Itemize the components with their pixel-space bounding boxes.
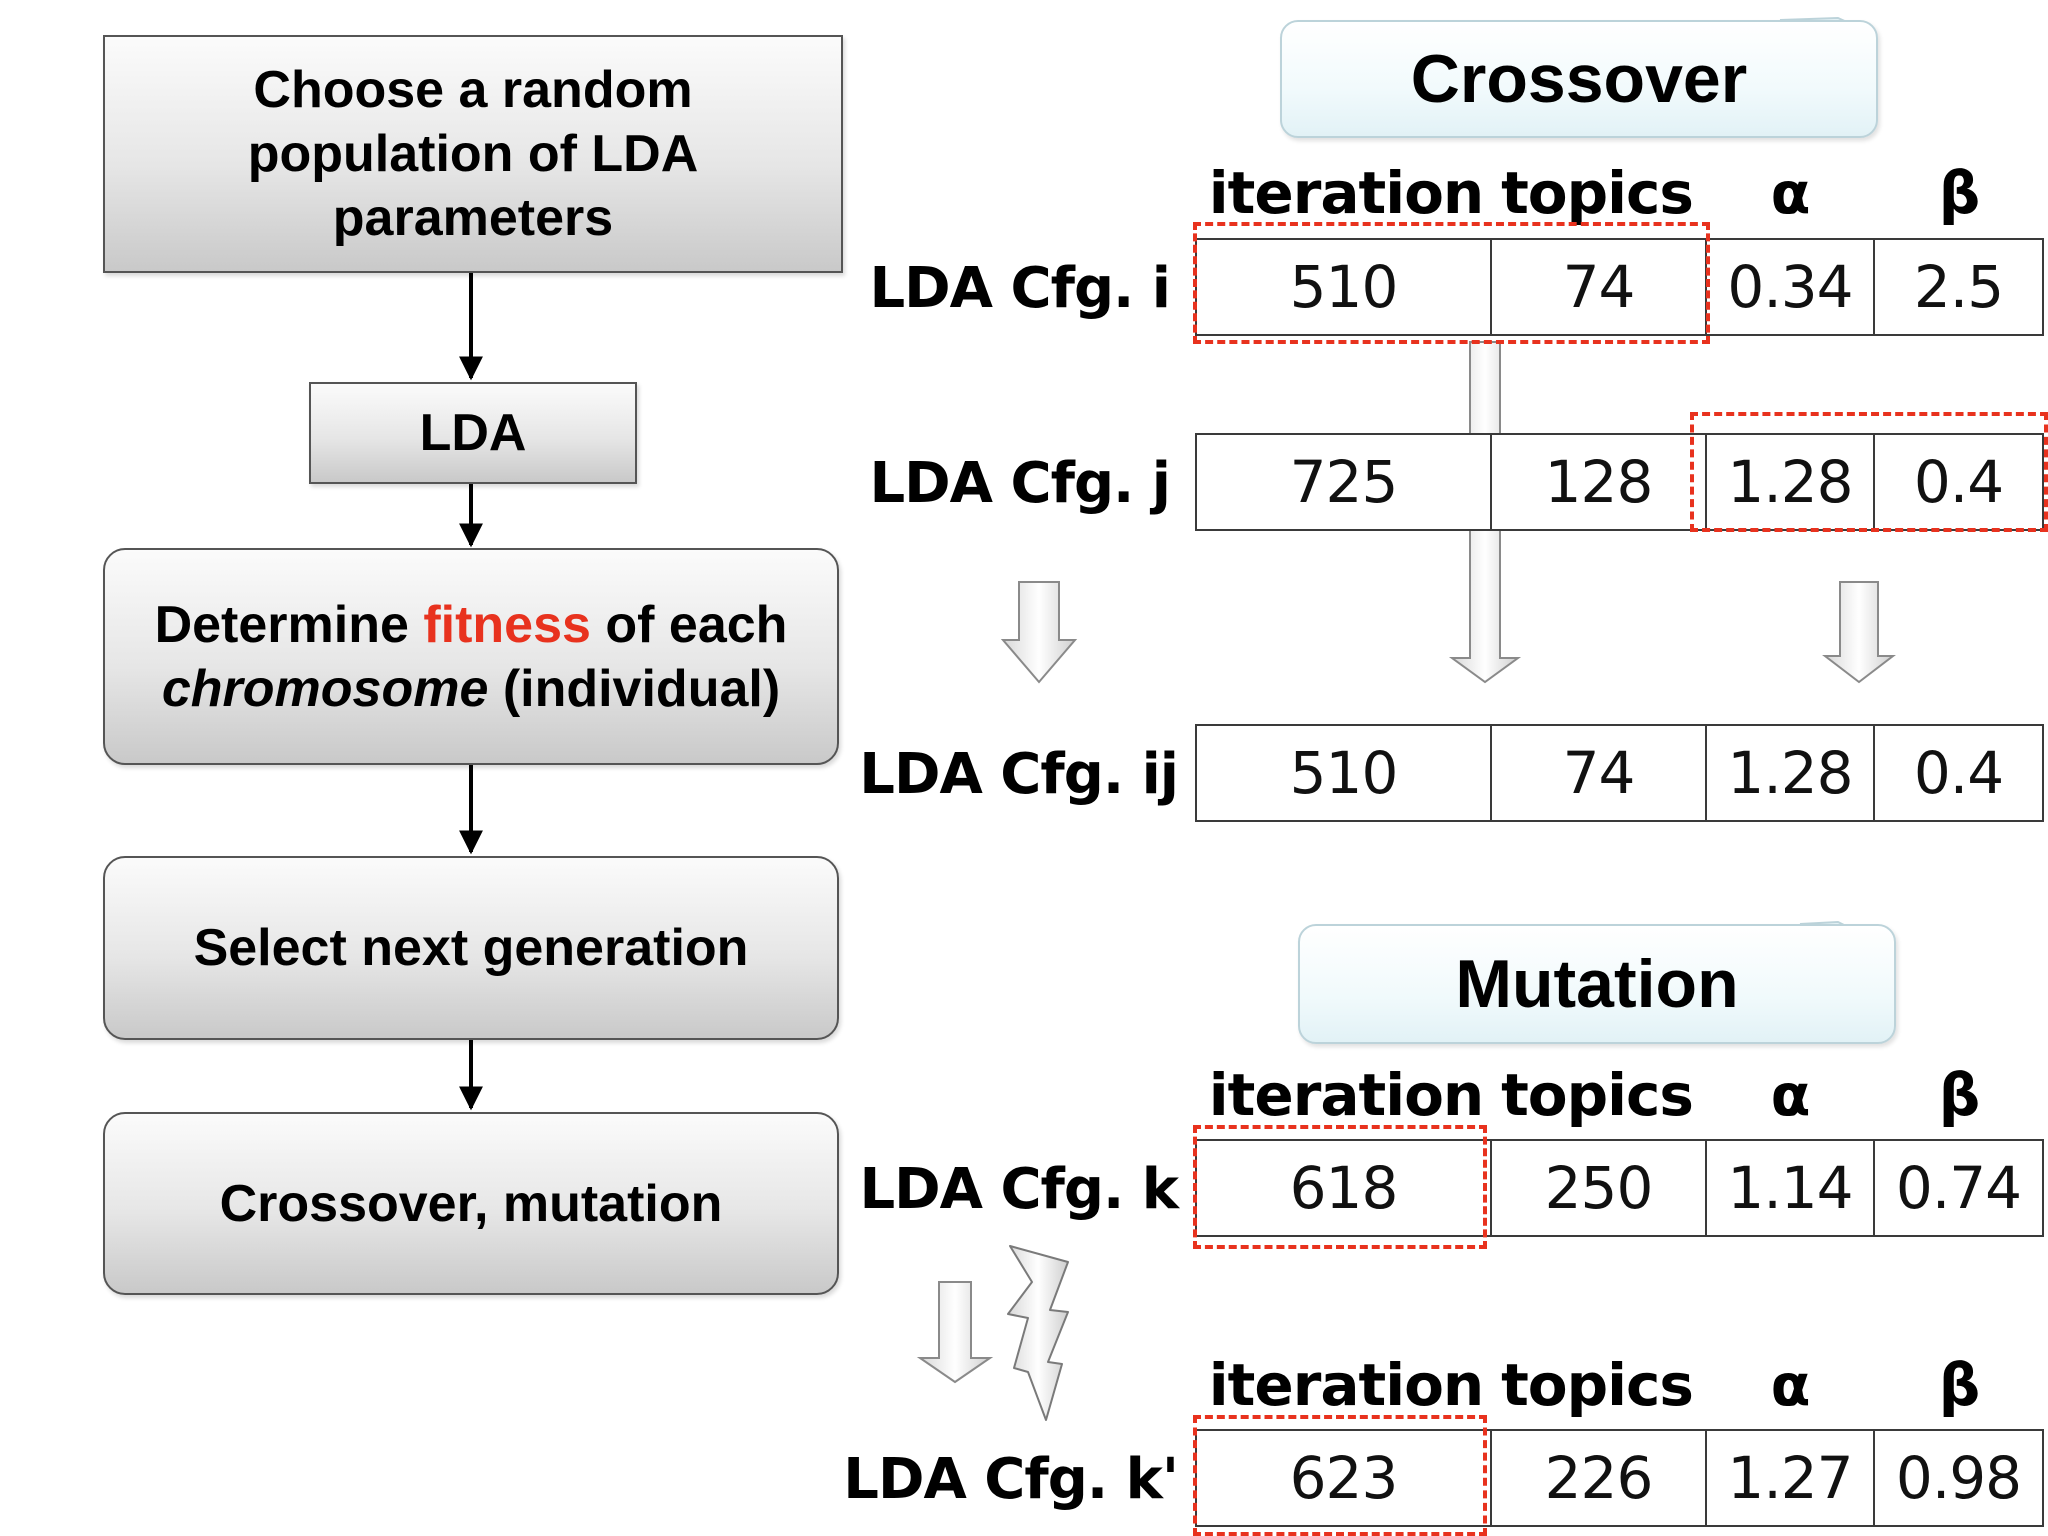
row-label-cfg-j: LDA Cfg. j	[869, 451, 1171, 516]
arrow-mutation	[916, 1281, 994, 1384]
cell-j-iteration: 725	[1195, 433, 1492, 531]
row-label-cfg-ij: LDA Cfg. ij	[859, 742, 1179, 807]
mutation-header-iteration: iteration	[1208, 1061, 1484, 1129]
arrow-left-crossover	[1000, 581, 1078, 684]
step-determine-fitness: Determine fitness of each chromosome (in…	[103, 548, 839, 765]
mutation-title: Mutation	[1455, 946, 1739, 1022]
mutation-title-callout: Mutation	[1298, 924, 1896, 1044]
step-choose-population-label: Choose a random population of LDA parame…	[247, 61, 699, 247]
mutation-after-header-iteration: iteration	[1208, 1351, 1484, 1419]
cell-j-topics: 128	[1490, 433, 1707, 531]
mutation-after-header-beta: β	[1938, 1351, 1981, 1419]
mutation-after-header-topics: topics	[1501, 1351, 1694, 1419]
step-crossover-mutation: Crossover, mutation	[103, 1112, 839, 1295]
mutation-header-alpha: α	[1770, 1061, 1811, 1129]
cell-j-alpha: 1.28	[1705, 433, 1875, 531]
mutation-header-topics: topics	[1501, 1061, 1694, 1129]
cell-i-alpha: 0.34	[1705, 238, 1875, 336]
mutation-header-beta: β	[1938, 1061, 1981, 1129]
row-label-cfg-k: LDA Cfg. k	[859, 1157, 1179, 1222]
cell-k-alpha: 1.14	[1705, 1139, 1875, 1237]
crossover-header-iteration: iteration	[1208, 159, 1484, 227]
cell-k-iteration: 618	[1195, 1139, 1492, 1237]
chromosome-italic-text: chromosome	[161, 659, 489, 718]
individual-text: (individual)	[488, 659, 781, 718]
cell-i-topics: 74	[1490, 238, 1707, 336]
lightning-bolt-icon	[1007, 1245, 1069, 1421]
step-choose-population: Choose a random population of LDA parame…	[103, 35, 843, 273]
step-lda-label: LDA	[419, 404, 527, 462]
fitness-highlight-text: fitness	[423, 595, 591, 654]
crossover-title-callout: Crossover	[1280, 20, 1878, 138]
crossover-header-topics: topics	[1501, 159, 1694, 227]
crossover-header-alpha: α	[1770, 159, 1811, 227]
step-lda: LDA	[309, 382, 637, 484]
fitness-suffix-text: of each	[590, 595, 788, 654]
step-select-next-generation-label: Select next generation	[193, 919, 749, 977]
cell-ij-topics: 74	[1490, 724, 1707, 822]
step-determine-fitness-label: Determine fitness of each chromosome (in…	[155, 593, 788, 721]
row-label-cfg-k-prime: LDA Cfg. k'	[843, 1447, 1179, 1512]
cell-kp-beta: 0.98	[1873, 1429, 2044, 1527]
cell-j-beta: 0.4	[1873, 433, 2044, 531]
fitness-prefix-text: Determine	[154, 595, 424, 654]
row-label-cfg-i: LDA Cfg. i	[869, 256, 1171, 321]
crossover-header-beta: β	[1938, 159, 1981, 227]
cell-kp-iteration: 623	[1195, 1429, 1492, 1527]
cell-ij-alpha: 1.28	[1705, 724, 1875, 822]
arrow-right-crossover	[1822, 581, 1896, 684]
cell-kp-alpha: 1.27	[1705, 1429, 1875, 1527]
cell-ij-beta: 0.4	[1873, 724, 2044, 822]
cell-k-topics: 250	[1490, 1139, 1707, 1237]
cell-k-beta: 0.74	[1873, 1139, 2044, 1237]
crossover-title: Crossover	[1410, 41, 1748, 117]
cell-kp-topics: 226	[1490, 1429, 1707, 1527]
mutation-after-header-alpha: α	[1770, 1351, 1811, 1419]
step-select-next-generation: Select next generation	[103, 856, 839, 1040]
step-crossover-mutation-label: Crossover, mutation	[219, 1174, 723, 1233]
cell-i-iteration: 510	[1195, 238, 1492, 336]
cell-i-beta: 2.5	[1873, 238, 2044, 336]
cell-ij-iteration: 510	[1195, 724, 1492, 822]
